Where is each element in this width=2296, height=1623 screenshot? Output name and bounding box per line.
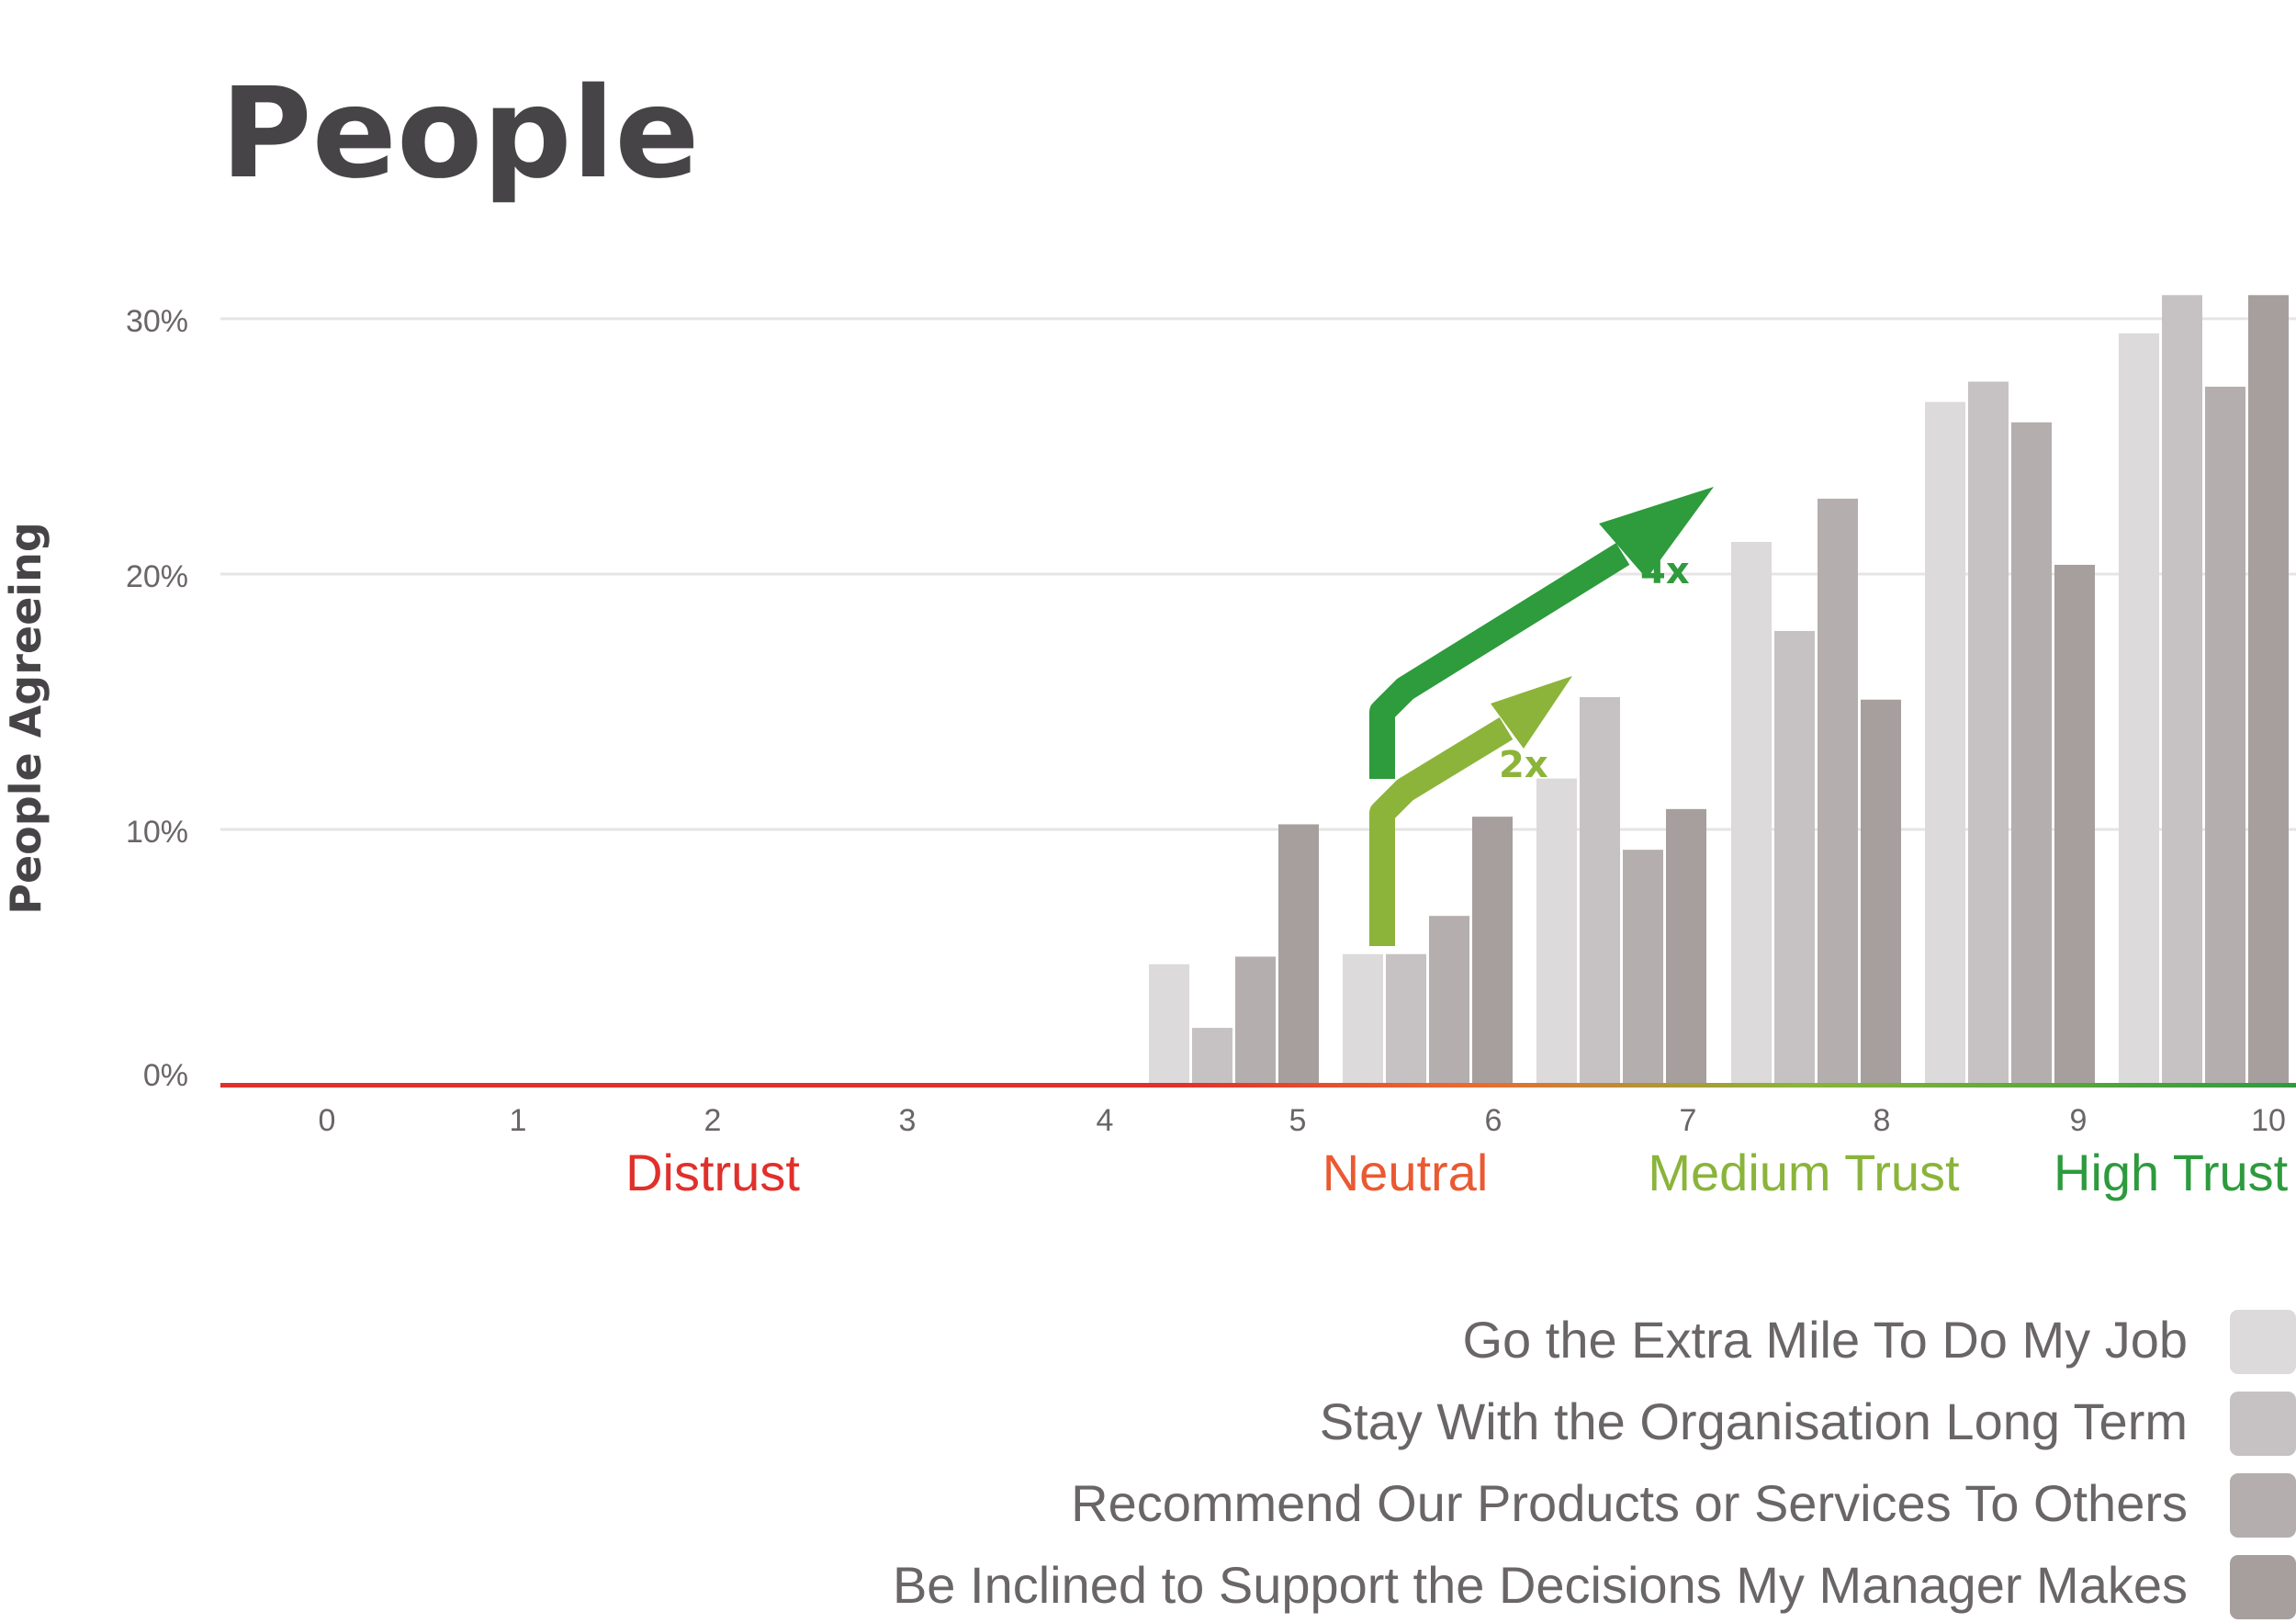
y-tick-label: 30% [126,304,188,339]
bar [1731,541,1772,1084]
bar [1343,953,1383,1084]
arrow-2x-label: 2x [1499,744,1548,786]
y-axis-label: People Agreeing [1,522,51,914]
y-tick-label: 10% [126,815,188,850]
bar [1818,498,1858,1084]
trust-zone-labels: Distrust Neutral Medium Trust High Trust [625,1144,2289,1201]
growth-annotations: 2x 4x [1369,487,1714,946]
zone-label-distrust: Distrust [625,1144,800,1201]
legend-swatch [2230,1473,2296,1538]
bar [1925,401,1965,1084]
bar [2162,295,2202,1084]
y-tick-label: 20% [126,559,188,594]
bar [1472,817,1513,1084]
x-tick-label: 9 [2070,1103,2088,1138]
bar [1149,964,1189,1084]
x-axis-baseline [220,1083,2296,1088]
legend-item: Be Inclined to Support the Decisions My … [893,1555,2296,1619]
bar [1278,824,1319,1084]
x-tick-label: 1 [510,1103,527,1138]
legend-item: Go the Extra Mile To Do My Job [1463,1310,2296,1374]
x-tick-label: 8 [1874,1103,1891,1138]
x-tick-label: 10 [2251,1103,2286,1138]
zone-label-high-trust: High Trust [2054,1144,2289,1201]
legend: Go the Extra Mile To Do My Job Stay With… [893,1310,2296,1619]
legend-label: Recommend Our Products or Services To Ot… [1071,1474,2188,1532]
bar [1580,696,1620,1084]
arrow-4x-shaft [1369,543,1630,779]
arrow-4x-label: 4x [1640,550,1690,592]
bar [1429,916,1469,1084]
legend-label: Stay With the Organisation Long Term [1320,1392,2188,1450]
bar [1536,778,1577,1084]
bar [1861,699,1901,1084]
zone-label-medium-trust: Medium Trust [1648,1144,1960,1201]
chart-title: People [220,62,700,207]
legend-label: Go the Extra Mile To Do My Job [1463,1311,2189,1369]
zone-label-neutral: Neutral [1322,1144,1489,1201]
x-tick-label: 6 [1485,1103,1503,1138]
x-tick-label: 5 [1289,1103,1307,1138]
x-tick-label: 7 [1680,1103,1697,1138]
x-tick-label: 4 [1097,1103,1114,1138]
bar [2205,387,2245,1084]
arrow-2x-shaft [1369,717,1514,946]
y-tick-label: 0% [143,1058,188,1093]
bar [1968,381,2009,1085]
bar [1774,630,1815,1084]
x-tick-label: 0 [319,1103,336,1138]
legend-swatch [2230,1392,2296,1456]
legend-item: Recommend Our Products or Services To Ot… [1071,1473,2296,1538]
bar [1623,850,1663,1084]
legend-swatch [2230,1555,2296,1619]
y-axis-ticks: 0% 10% 20% 30% [126,304,188,1093]
bar [2119,332,2159,1085]
bar [1192,1028,1232,1084]
x-tick-label: 3 [899,1103,917,1138]
legend-item: Stay With the Organisation Long Term [1320,1392,2296,1456]
x-axis-ticks: 0 1 2 3 4 5 6 7 8 9 10 [319,1103,2286,1138]
arrow-4x-head [1599,487,1714,579]
bars [1149,295,2289,1085]
bar [1235,956,1276,1084]
bar [2054,564,2095,1084]
bar [1666,808,1706,1084]
x-tick-label: 2 [704,1103,722,1138]
bar [1386,953,1426,1084]
arrow-2x-head [1491,676,1572,749]
bar [2248,295,2289,1084]
bar [2011,422,2052,1084]
legend-label: Be Inclined to Support the Decisions My … [893,1556,2188,1614]
legend-swatch [2230,1310,2296,1374]
